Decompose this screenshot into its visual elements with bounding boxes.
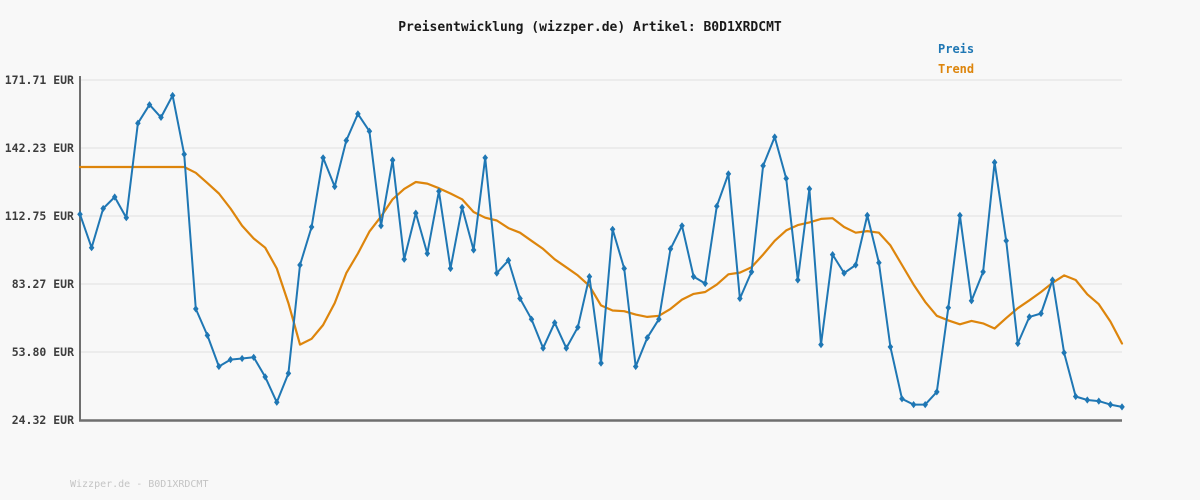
y-axis-tick-label: 53.80 EUR (11, 345, 74, 359)
legend: Preis Trend (938, 39, 974, 79)
page-title: Preisentwicklung (wizzper.de) Artikel: B… (398, 20, 782, 35)
legend-item-trend: Trend (938, 62, 975, 76)
y-axis-tick-label: 83.27 EUR (11, 277, 74, 291)
trend-line (78, 165, 1124, 346)
y-axis-tick-label: 112.75 EUR (4, 209, 74, 223)
preis-line-markers (77, 91, 1125, 411)
y-axis-tick-label: 24.32 EUR (11, 413, 74, 427)
legend-item-preis: Preis (938, 42, 975, 56)
y-axis-tick-label: 142.23 EUR (4, 141, 74, 155)
watermark-text: Wizzper.de - B0D1XRDCMT (70, 479, 209, 490)
y-axis-tick-label: 171.71 EUR (4, 73, 74, 87)
gridlines (80, 79, 1122, 421)
